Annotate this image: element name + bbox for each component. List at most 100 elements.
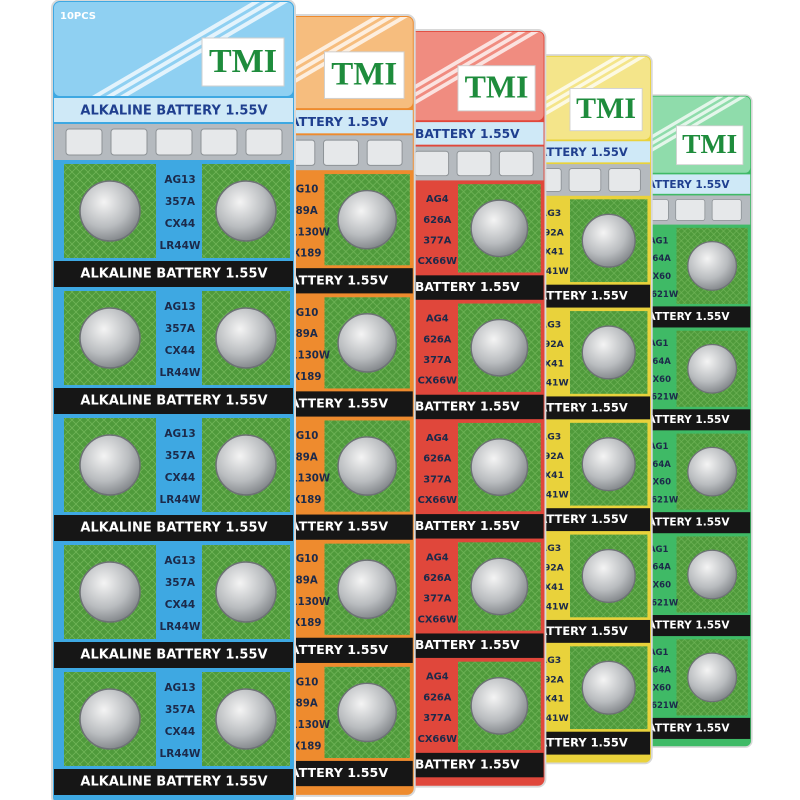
model-code: LR1130W [276,227,330,238]
model-code: LR41W [533,601,569,612]
button-battery [337,682,398,743]
button-battery [79,688,141,750]
button-battery [581,437,636,492]
model-code: 389A [289,206,318,217]
device-icon [414,150,450,177]
button-battery [687,343,738,394]
model-code: AG13 [164,428,195,440]
device-icon [456,150,492,177]
model-code: CX66W [418,256,458,267]
button-battery [470,199,529,258]
model-code: 389A [289,452,318,463]
button-battery [470,318,529,377]
model-code: 357A [165,450,196,462]
model-code: CX60 [646,581,671,591]
button-battery [581,213,636,268]
model-code: LR1130W [276,720,330,731]
model-code: 389A [289,699,318,710]
device-icon [200,128,238,156]
model-code: LR44W [160,494,201,506]
model-code: CX66W [418,734,458,745]
device-icon [323,139,359,166]
button-battery [215,307,277,369]
model-code: CX41 [537,694,564,705]
model-code: CX66W [418,495,458,506]
label-strip [54,769,293,795]
button-battery [79,434,141,496]
model-code: 389A [289,329,318,340]
model-code: AG10 [288,431,318,442]
brand-logo: TMI [331,57,397,93]
model-code: CX189 [285,618,322,629]
model-code: LR1130W [276,474,330,485]
button-battery [687,652,738,703]
device-icon [498,150,534,177]
model-code: 392A [537,451,564,462]
model-code: AG4 [426,433,449,444]
model-code: AG13 [164,301,195,313]
model-code: AG4 [426,672,449,683]
model-code: CX189 [285,372,322,383]
model-code: CX60 [646,272,671,282]
model-code: 364A [647,460,672,470]
device-icon [366,139,403,166]
model-code: CX44 [165,726,195,738]
model-code: CX44 [165,218,195,230]
button-battery [337,189,398,250]
model-code: LR621W [639,701,679,711]
device-icon [245,128,283,156]
model-code: 626A [423,454,452,465]
model-code: 626A [423,334,452,345]
model-code: LR621W [639,290,679,300]
model-code: AG1 [649,545,669,555]
model-code: 626A [423,573,452,584]
header-band [54,98,293,122]
model-code: LR41W [533,713,569,724]
battery-card: 10PCS TMI ALKALINE BATTERY 1.55V AG13 357A CX… [51,0,296,800]
model-code: CX44 [165,472,195,484]
model-code: AG10 [288,308,318,319]
model-code: CX189 [285,741,322,752]
model-code: LR41W [533,490,569,501]
model-code: CX44 [165,345,195,357]
model-code: AG3 [540,208,561,219]
button-battery [687,446,738,497]
model-code: CX41 [537,582,564,593]
model-code: AG3 [540,655,561,666]
model-code: 357A [165,704,196,716]
model-code: AG1 [649,442,669,452]
device-icon [155,128,193,156]
model-code: LR621W [639,598,679,608]
pack-count: 10PCS [60,11,96,22]
model-code: AG3 [540,431,561,442]
model-code: 377A [423,355,452,366]
model-code: AG4 [426,314,449,325]
button-battery [215,561,277,623]
brand-box [324,51,405,99]
model-code: LR44W [160,367,201,379]
model-code: CX44 [165,599,195,611]
model-code: CX189 [285,249,322,260]
strip-label: ALKALINE BATTERY 1.55V [80,521,267,536]
model-code: AG13 [164,174,195,186]
model-code: 377A [423,713,452,724]
model-code: LR621W [639,496,679,506]
button-battery [470,557,529,616]
device-icon [110,128,148,156]
model-code: AG4 [426,552,449,563]
model-code: LR44W [160,240,201,252]
model-code: AG1 [649,339,669,349]
model-code: AG10 [288,185,318,196]
brand-logo: TMI [209,43,277,80]
model-code: CX60 [646,375,671,385]
device-icon [675,199,706,221]
model-code: LR44W [160,621,201,633]
model-code: LR41W [533,266,569,277]
model-code: AG10 [288,554,318,565]
model-code: 377A [423,594,452,605]
button-battery [79,307,141,369]
label-strip [54,388,293,414]
button-battery [337,559,398,620]
model-code: 392A [537,674,564,685]
model-code: AG3 [540,543,561,554]
